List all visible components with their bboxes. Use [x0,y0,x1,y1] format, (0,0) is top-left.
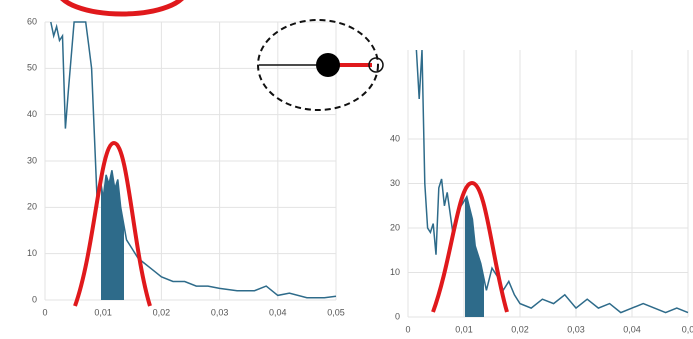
shaded-area [465,196,484,317]
mass [316,53,340,77]
y-tick-label: 60 [27,16,37,26]
pendulum-diagram [257,19,384,111]
pivot [368,57,384,73]
x-tick-label: 0,01 [455,324,473,334]
y-tick-label: 50 [27,63,37,73]
chart: 0 0,01 0,02 0,03 0,04 0,0 0 10 20 30 40 [390,49,693,334]
bell-curve [431,180,509,313]
x-tick-label: 0,04 [269,307,287,317]
x-tick-label: 0 [405,324,410,334]
x-tick-label: 0,05 [327,307,345,317]
y-tick-label: 40 [390,133,400,143]
y-tick-label: 0 [395,311,400,321]
y-tick-label: 20 [27,202,37,212]
x-tick-label: 0,03 [567,324,585,334]
x-tick-label: 0,04 [623,324,641,334]
x-tick-label: 0,03 [211,307,229,317]
y-tick-label: 10 [390,267,400,277]
y-tick-label: 40 [27,109,37,119]
dashed-orbit [257,19,379,111]
y-tick-label: 30 [390,178,400,188]
x-tick-label: 0,01 [94,307,112,317]
y-tick-label: 10 [27,248,37,258]
y-tick-label: 0 [32,294,37,304]
y-tick-label: 20 [390,222,400,232]
highlight-ellipse [60,0,184,17]
x-tick-label: 0,02 [511,324,529,334]
y-tick-label: 30 [27,155,37,165]
data-line [415,49,689,314]
shaded-area [101,170,124,300]
x-tick-label: 0,02 [153,307,171,317]
data-line [50,21,337,299]
x-tick-label: 0 [42,307,47,317]
x-tick-label: 0,0 [682,324,693,334]
bell-curve [73,140,152,307]
chart: 0 0,01 0,02 0,03 0,04 0,05 0 10 20 30 40 50 60 [27,16,345,317]
